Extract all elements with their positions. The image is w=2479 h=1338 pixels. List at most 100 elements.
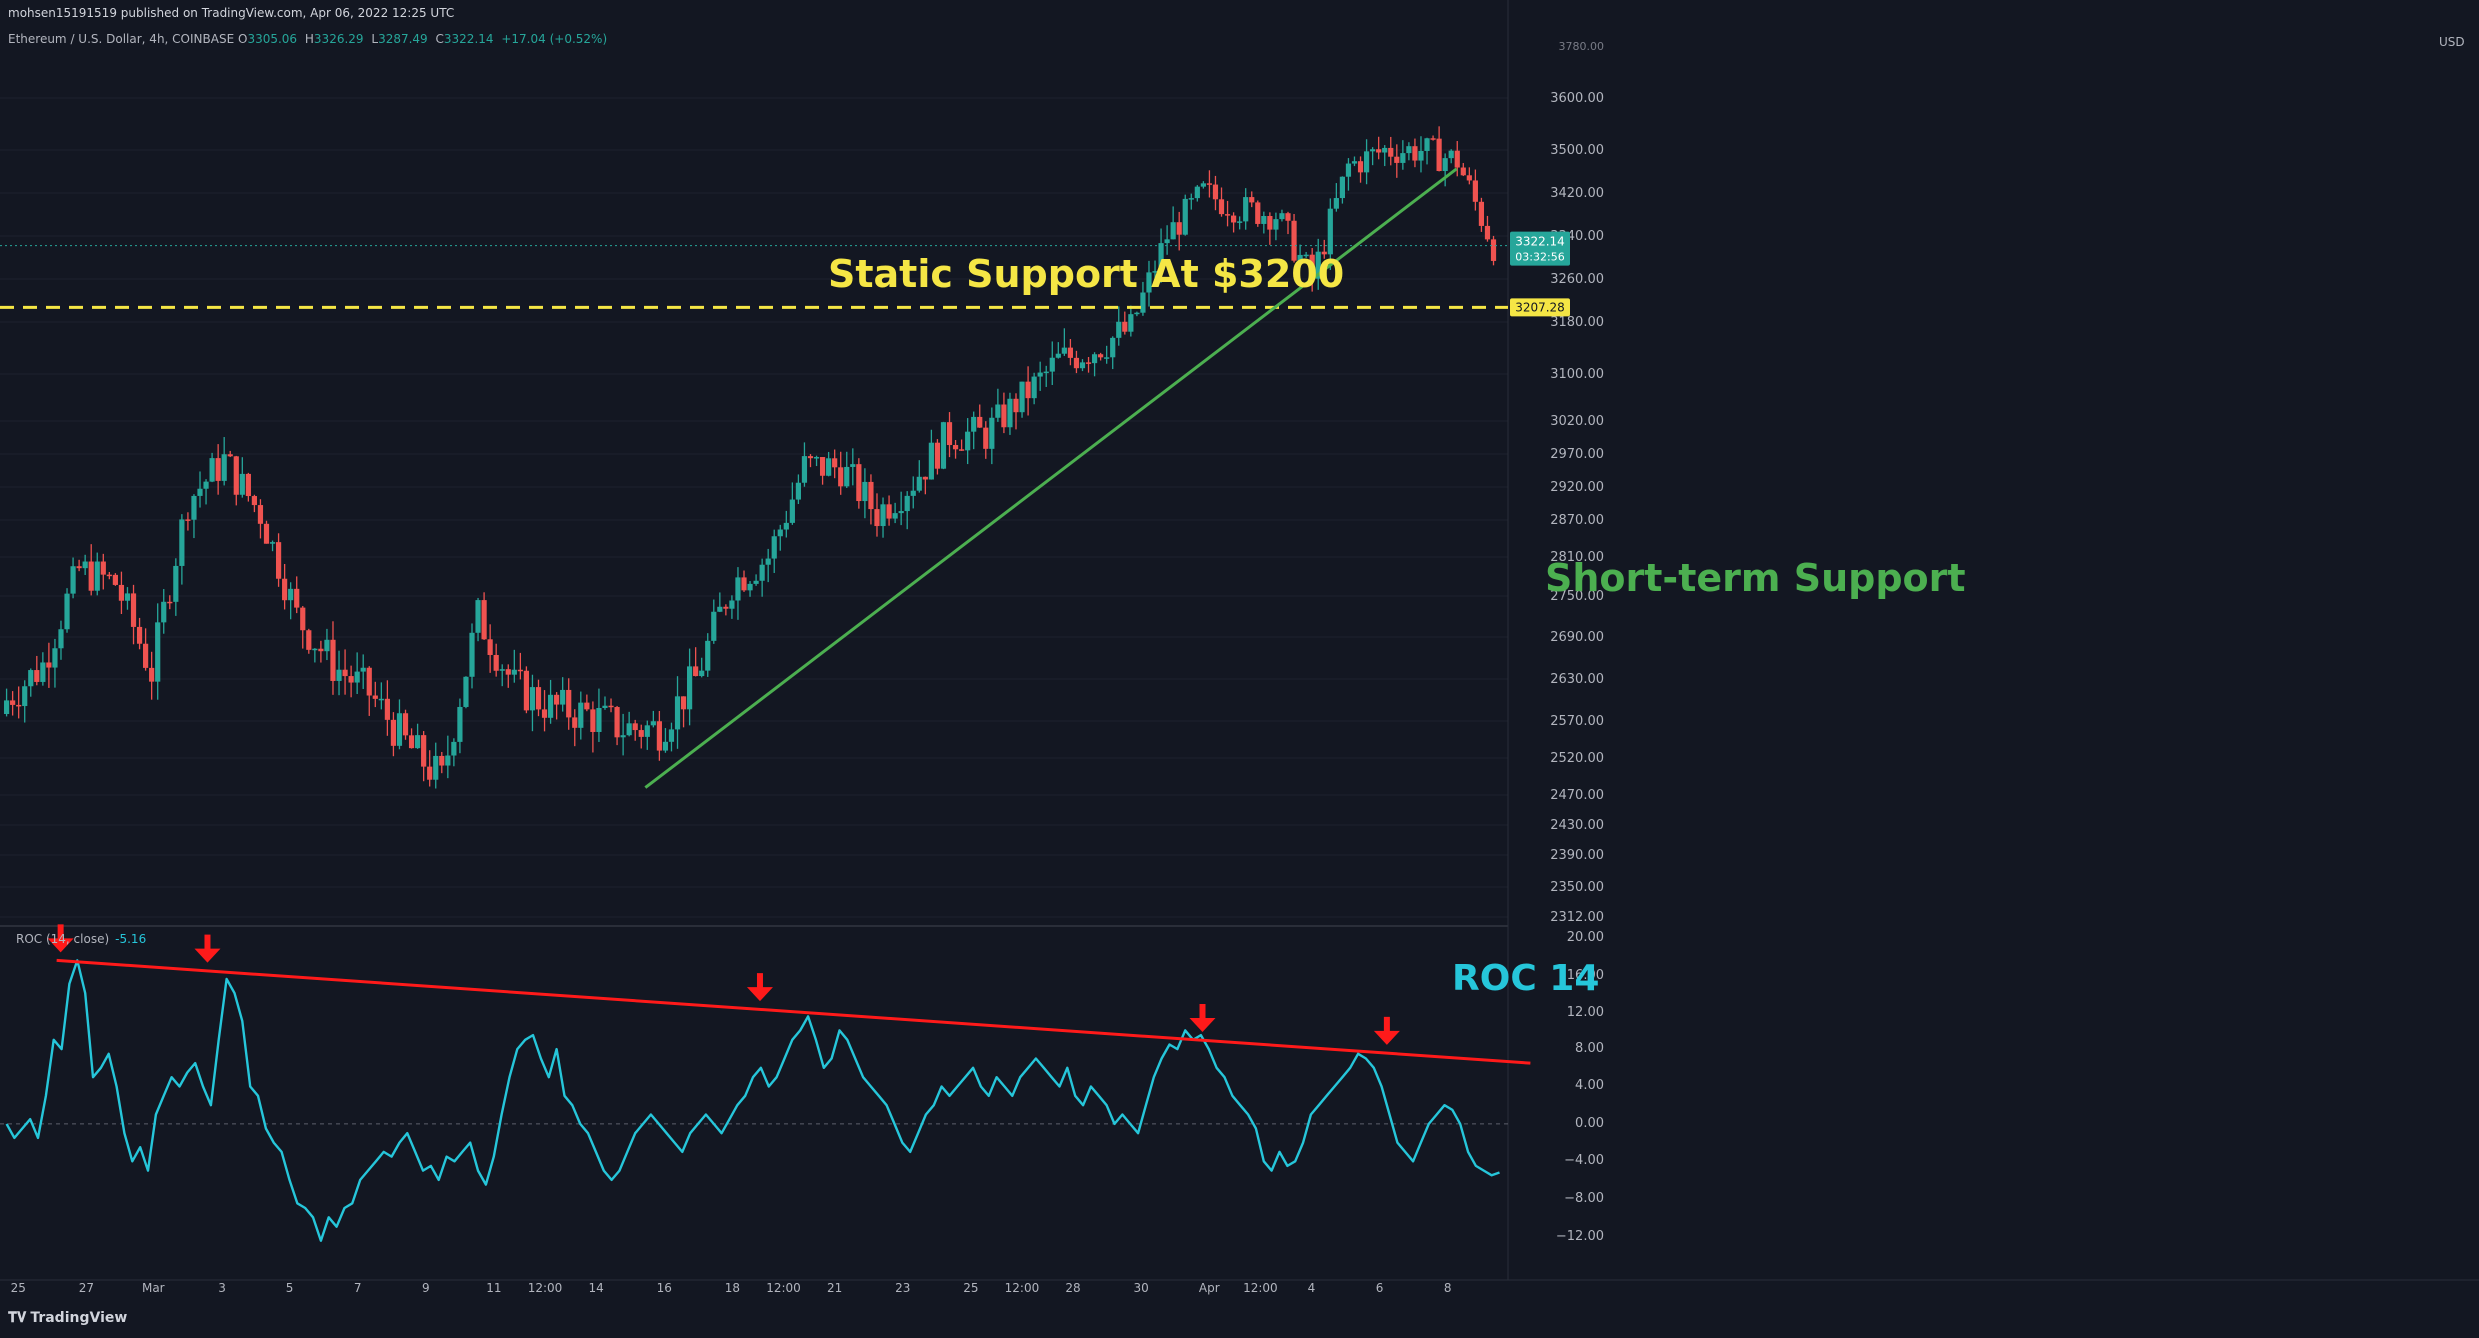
candle-body xyxy=(1206,183,1213,185)
candle-body xyxy=(1073,357,1080,369)
candle xyxy=(1182,194,1188,236)
high-value: 3326.29 xyxy=(313,32,364,46)
candle-body xyxy=(1098,354,1104,358)
price-axis-label: 3260.00 xyxy=(1550,272,1604,287)
roc-panel xyxy=(0,924,1531,1242)
candle-body xyxy=(336,669,342,681)
candle xyxy=(1400,140,1406,170)
candle-body xyxy=(1091,354,1098,364)
candle-body xyxy=(94,561,100,591)
candle xyxy=(130,584,137,645)
candle-body xyxy=(959,449,965,451)
candle-body xyxy=(1170,222,1176,240)
candle xyxy=(1188,193,1194,210)
candle xyxy=(445,735,451,779)
candle xyxy=(747,581,753,597)
candle xyxy=(124,587,131,610)
candle-body xyxy=(1037,372,1043,377)
candle-body xyxy=(1490,239,1497,261)
roc-axis-label: 8.00 xyxy=(1575,1041,1604,1056)
candle-body xyxy=(584,702,590,710)
candle-body xyxy=(191,495,197,520)
candle xyxy=(1454,141,1460,177)
candle-body xyxy=(64,593,70,630)
price-axis-label: 2810.00 xyxy=(1550,550,1604,565)
ohlc-legend: Ethereum / U.S. Dollar, 4h, COINBASE O33… xyxy=(8,32,607,46)
candle-body xyxy=(433,755,439,780)
candle xyxy=(1001,392,1007,434)
candle xyxy=(173,558,179,616)
candle-body xyxy=(197,488,203,496)
candle xyxy=(1333,183,1339,212)
candle-body xyxy=(813,457,820,459)
time-axis-label: 4 xyxy=(1308,1281,1316,1295)
candle xyxy=(136,617,143,650)
candle xyxy=(801,442,808,487)
candle-body xyxy=(1321,251,1327,255)
candle xyxy=(1267,212,1273,245)
candle xyxy=(856,458,862,509)
candle xyxy=(354,652,360,694)
candle-body xyxy=(952,445,959,450)
candle-body xyxy=(826,458,832,476)
price-axis-label: 2430.00 xyxy=(1550,818,1604,833)
candle xyxy=(1104,345,1110,364)
candle-body xyxy=(572,717,578,728)
candle-body xyxy=(1442,158,1448,172)
candle-body xyxy=(360,667,366,672)
candle xyxy=(1261,211,1267,234)
candle xyxy=(517,652,523,680)
candle-body xyxy=(1297,254,1303,261)
candle xyxy=(94,552,100,596)
candle xyxy=(88,544,94,596)
price-axis-label: 2350.00 xyxy=(1550,880,1604,895)
close-value: 3322.14 xyxy=(443,32,494,46)
candle xyxy=(70,557,76,599)
candle-body xyxy=(390,719,397,746)
roc-axis-label: 16.00 xyxy=(1567,968,1604,983)
change-value: +17.04 (+0.52%) xyxy=(501,32,608,46)
candle-body xyxy=(288,588,294,601)
candle xyxy=(819,457,826,485)
candle xyxy=(989,407,995,465)
support-price-tag xyxy=(1510,298,1570,317)
candle-body xyxy=(275,542,282,579)
candle xyxy=(554,692,560,720)
candle-body xyxy=(1418,150,1424,161)
candle-body xyxy=(650,721,656,726)
candle xyxy=(251,494,258,513)
candle xyxy=(1442,153,1448,187)
candle xyxy=(1406,142,1412,161)
candle xyxy=(541,690,548,732)
candle-body xyxy=(596,708,602,732)
candle xyxy=(1249,191,1255,208)
candle-body xyxy=(1212,184,1219,200)
candle-body xyxy=(934,442,941,469)
candle xyxy=(1025,366,1031,416)
candle-body xyxy=(40,662,46,682)
roc-peak-arrow-icon xyxy=(746,973,773,1002)
candle-body xyxy=(221,454,227,481)
candle xyxy=(421,731,427,782)
candle-body xyxy=(795,482,802,500)
tradingview-logo: 𝐓𝐕 TradingView xyxy=(8,1310,128,1326)
candle-body xyxy=(58,629,64,649)
candle xyxy=(1303,251,1309,258)
candle xyxy=(1128,305,1134,337)
candle-body xyxy=(832,458,838,468)
candle-body xyxy=(844,466,850,487)
candle-body xyxy=(705,640,711,671)
candle-body xyxy=(463,676,469,707)
roc-axis-label: −8.00 xyxy=(1564,1191,1604,1206)
symbol-label: Ethereum / U.S. Dollar, 4h, COINBASE xyxy=(8,32,235,46)
close-key: C xyxy=(435,32,444,46)
candle-body xyxy=(130,593,137,627)
candle xyxy=(662,728,669,753)
candle xyxy=(408,728,415,749)
candle xyxy=(52,638,58,688)
candle xyxy=(1098,352,1104,361)
candle-body xyxy=(1031,376,1037,399)
candle-body xyxy=(680,696,687,710)
candle xyxy=(590,701,596,753)
